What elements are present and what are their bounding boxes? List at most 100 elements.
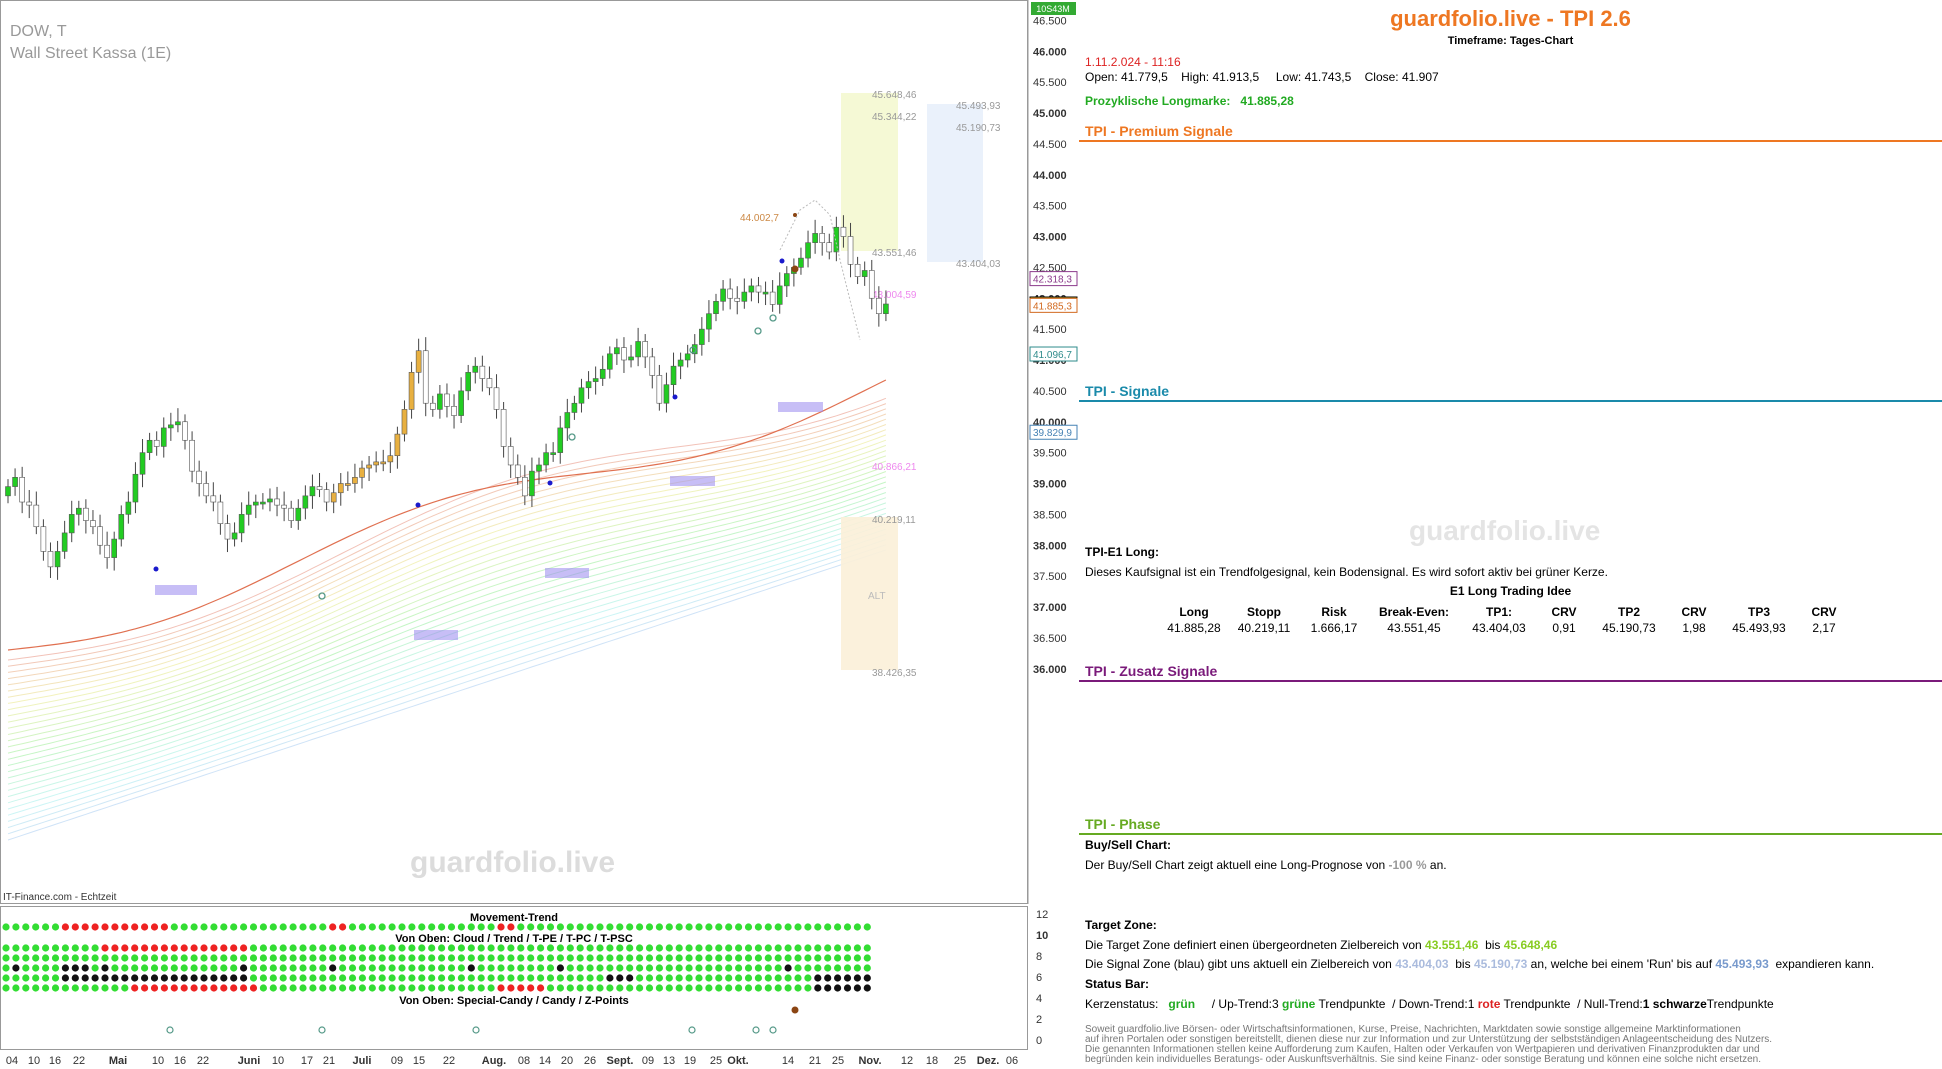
status-dot [368,984,376,992]
status-dot [259,944,267,952]
candle-body [40,526,47,552]
status-dot [665,964,673,972]
status-dot [190,974,198,982]
candle-body [451,406,457,416]
candle-body [337,483,344,494]
status-dot [438,954,446,962]
status-dot [754,984,763,992]
status-dot [299,954,307,962]
candle-body [720,288,726,302]
status-dot [705,974,713,982]
status-dot [329,984,337,992]
status-dot [527,923,535,931]
status-dot [616,923,624,931]
status-dot [843,964,852,972]
status-dot [101,954,109,962]
status-dot [121,974,129,982]
status-dot [804,954,812,962]
candle-body [755,285,762,293]
candle-body [373,461,379,466]
open-value: 41.779,5 [1121,70,1168,84]
candle-body [260,501,266,505]
candle-body [245,504,252,515]
zone-annotation: 45.648,46 [872,90,917,101]
candle-body [458,390,464,416]
zone-annotation: 38.426,35 [872,668,917,679]
status-dot [329,923,337,931]
status-dot [784,944,792,952]
candle-body [472,365,479,373]
status-dot [735,974,743,982]
ribbon-line [7,518,887,804]
price-chart[interactable]: 45.648,46 45.344,22 43.551,46 45.493,93 45.1… [0,0,1079,1069]
ribbon-line [7,549,887,841]
status-dot [834,944,842,952]
status-dot [576,984,584,992]
x-tick-label: 22 [197,1055,209,1067]
status-dot [378,923,386,931]
candle-body [727,288,733,299]
status-dot [863,954,871,962]
status-dot [348,944,357,952]
support-box [414,630,458,640]
status-dot [744,974,753,982]
candle-body [713,301,719,314]
status-dot [586,984,594,992]
candle-body [302,495,309,509]
candle-body [606,353,613,370]
ribbon-line [7,424,887,692]
status-dot [853,923,862,931]
status-dot [487,974,495,982]
status-dot [319,954,327,962]
ribbon-line [7,492,887,773]
trade-header-4: TP1: [1485,605,1512,619]
status-dot [497,964,505,972]
ribbon-line [7,539,887,829]
candle-body [274,498,280,506]
status-dot [378,974,386,982]
candle-body [61,532,68,552]
candle-body [316,486,323,490]
candle-body [684,353,691,361]
status-dot [497,984,505,992]
status-dot [378,954,386,962]
candle-body [536,464,542,472]
status-dot [843,954,852,962]
status-dot [715,984,723,992]
ribbon-line [7,408,887,673]
status-dot [299,964,307,972]
candle-body [68,514,75,534]
status-dot [764,984,772,992]
candle-body [493,387,500,410]
status-dot [744,923,753,931]
status-dot [418,923,426,931]
candle-body [19,477,25,503]
status-dot [636,954,644,962]
status-dot [586,974,594,982]
status-dot [240,974,248,982]
candle-body [175,421,181,426]
status-dot [467,923,475,931]
status-dot [477,984,485,992]
ribbon-line [7,486,887,766]
price-tag-box [1029,297,1078,313]
ribbon-line [7,429,887,698]
status-dot [438,944,446,952]
candle-body [415,350,422,373]
status-dot [695,954,703,962]
status-dot [388,974,396,982]
status-dot [91,964,99,972]
status-dot [477,964,485,972]
candy-ring [688,1026,696,1034]
candle-body [168,424,174,429]
trade-header-1: Stopp [1247,605,1281,619]
status-dot [141,944,149,952]
status-dot [121,954,129,962]
status-dot [616,944,624,952]
candle-body [422,350,429,404]
status-dot [517,954,525,962]
candle-body [429,402,436,410]
status-dot [477,944,485,952]
status-dot [279,954,287,962]
x-tick-label: 10 [272,1055,284,1067]
